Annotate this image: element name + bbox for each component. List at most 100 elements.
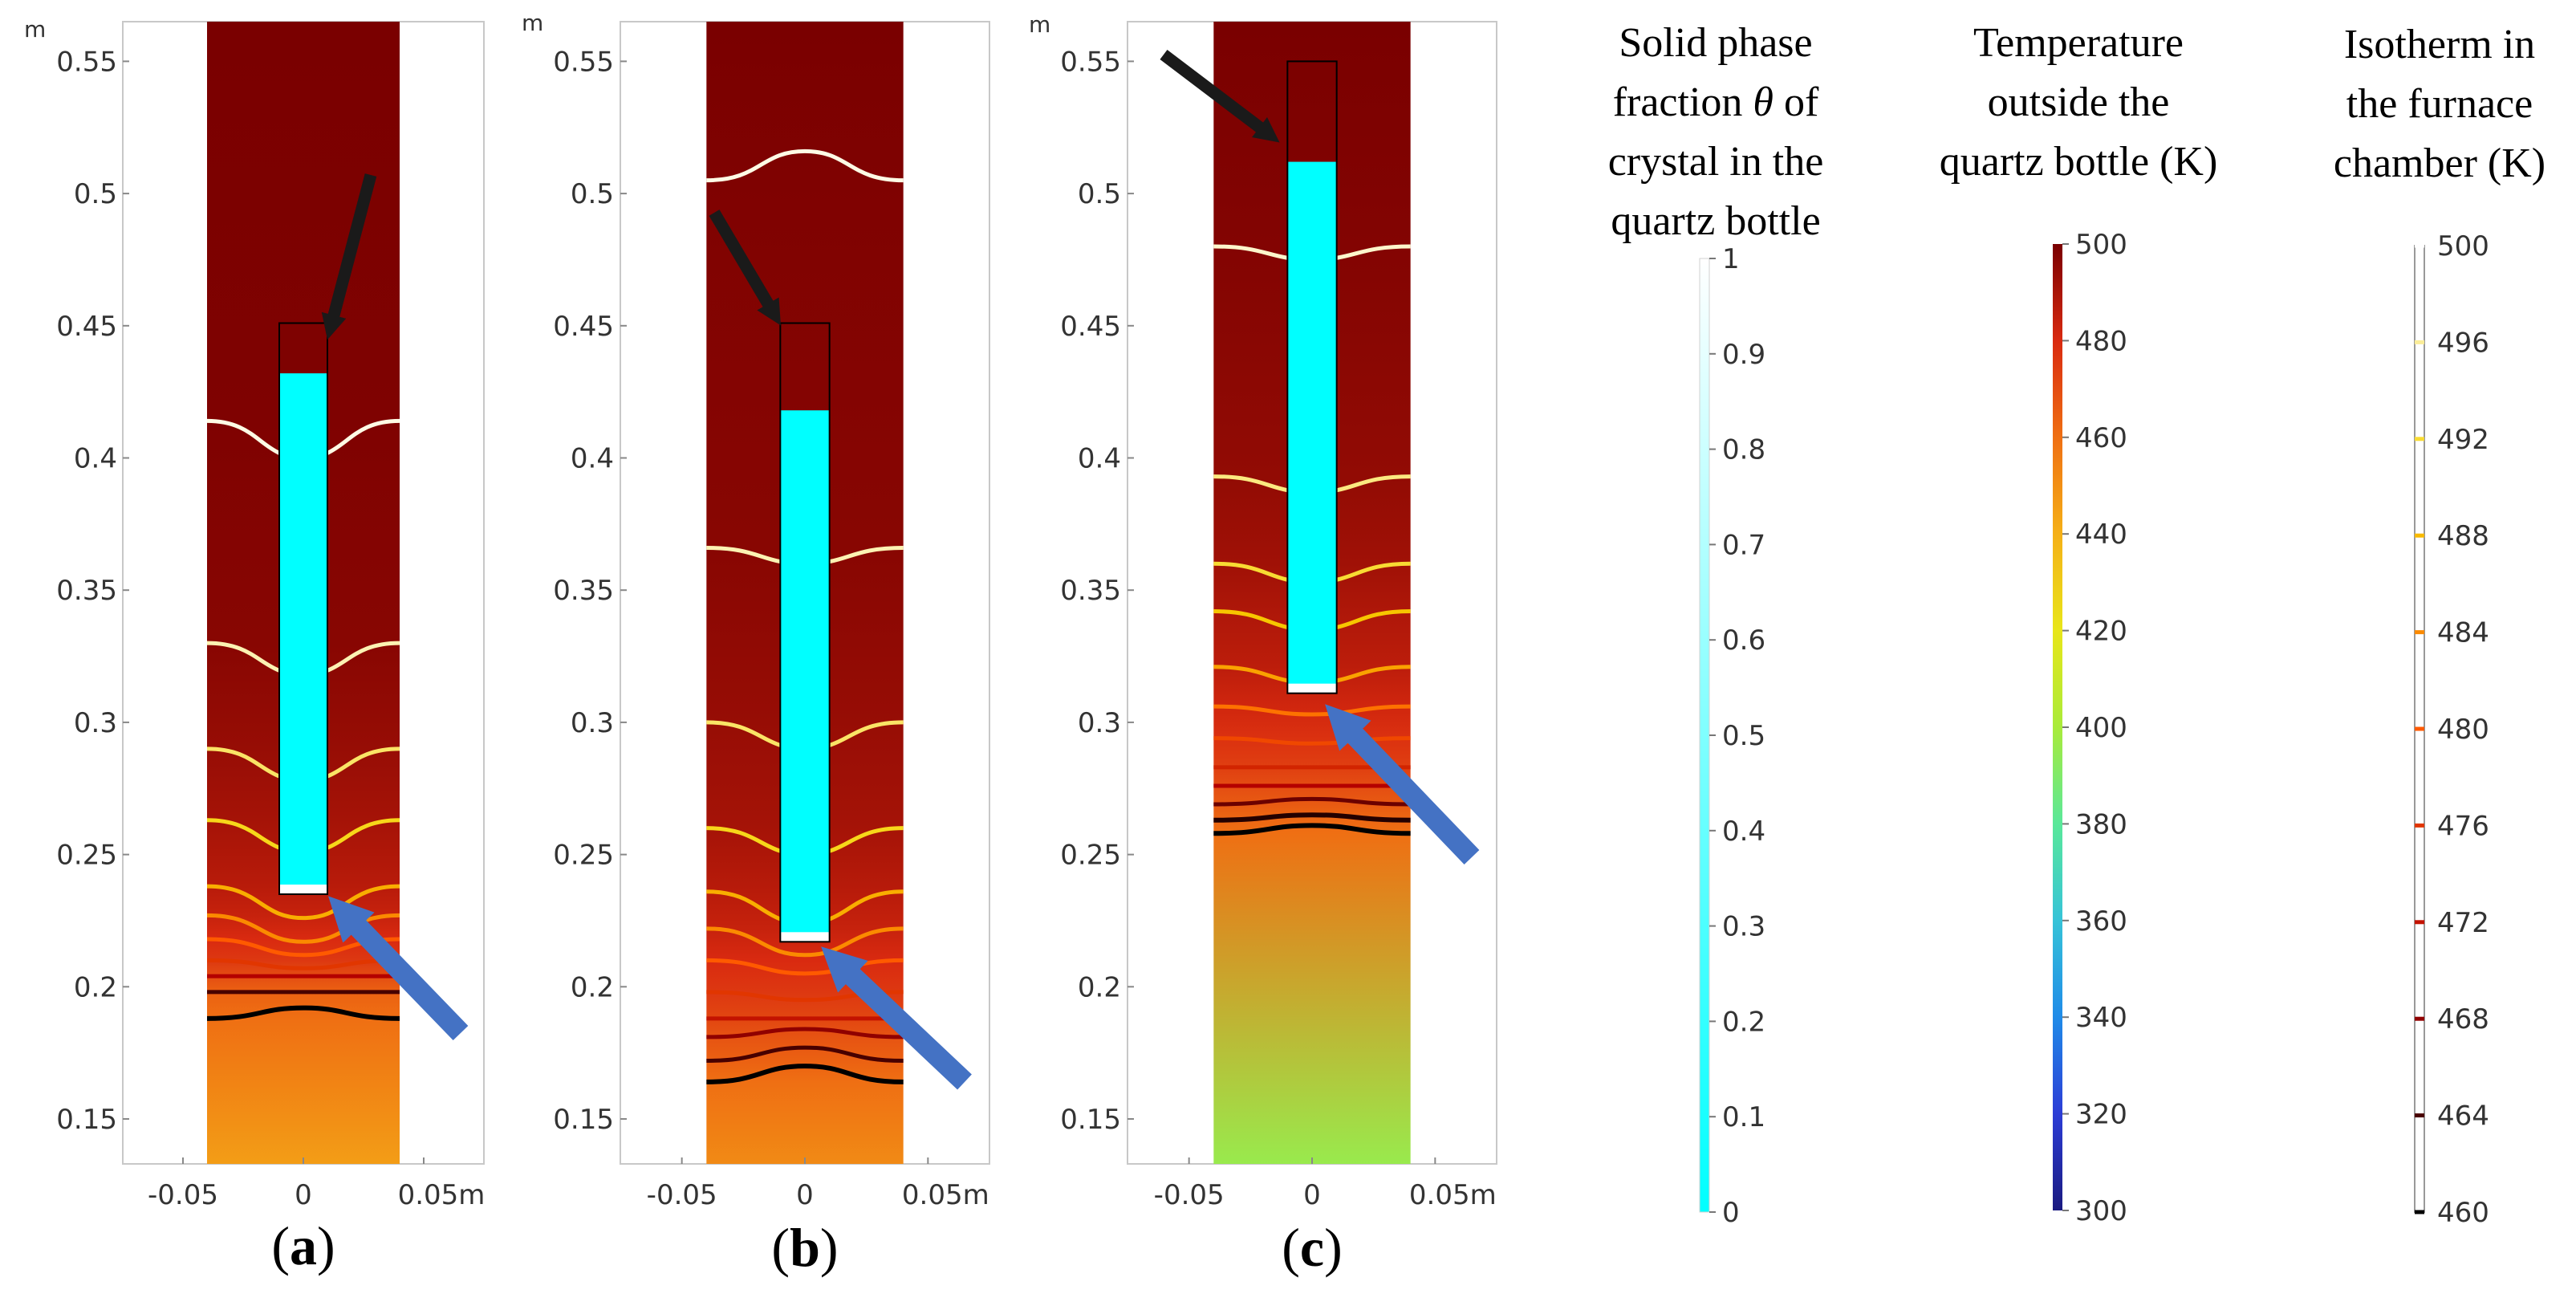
isotherm-line (206, 958, 400, 970)
bottle-top-arrow (709, 210, 782, 326)
colorbar-title-line: Temperature (1973, 20, 2184, 66)
colorbar-title-line: outside the (1988, 79, 2170, 125)
y-tick-label: 0.3 (74, 707, 117, 739)
y-tick-label: 0.3 (571, 707, 614, 739)
colorbar-tick-label: 1 (1722, 243, 1740, 275)
colorbar-tick-label: 300 (2075, 1195, 2127, 1227)
y-tick-label: 0.3 (1078, 707, 1121, 739)
isotherm-line (1213, 812, 1411, 823)
y-tick-label: 0.35 (1060, 575, 1121, 607)
colorbar-title-line: quartz bottle (K) (1940, 139, 2218, 185)
isotherm-line (206, 1005, 400, 1021)
isotherm-line (706, 148, 904, 183)
panel-label: (c) (1282, 1217, 1343, 1278)
colorbar-tick-label: 492 (2437, 424, 2489, 456)
panel-label-close: ) (317, 1215, 335, 1276)
y-tick-label: 0.35 (553, 575, 614, 607)
colorbar-title-line: chamber (K) (2334, 140, 2546, 186)
solid-liquid-interface (1287, 683, 1337, 694)
panel-label: (a) (271, 1215, 335, 1276)
y-tick-label: 0.25 (1060, 840, 1121, 872)
x-tick-label: 0.05m (902, 1179, 989, 1211)
isotherm-line (1213, 736, 1411, 746)
y-tick-label: 0.2 (74, 971, 117, 1003)
y-tick-label: 0.15 (553, 1104, 614, 1136)
y-tick-label: 0.55 (553, 46, 614, 78)
quartz-bottle (1286, 60, 1338, 694)
isotherm-line (706, 1064, 904, 1084)
crystal-region (780, 410, 830, 937)
quartz-bottle (278, 322, 328, 896)
colorbar-title-line: fraction θ of (1613, 79, 1819, 125)
y-axis-unit: m (24, 16, 46, 43)
isotherm-line (1213, 796, 1411, 807)
panel-label-open: ( (771, 1217, 790, 1278)
colorbar-tick-label: 0.5 (1722, 720, 1765, 752)
colorbar-tick-label: 500 (2437, 230, 2489, 262)
colorbar-tick-label: 460 (2437, 1197, 2489, 1229)
bottle-top-arrow (1160, 50, 1280, 143)
panel-label-close: ) (820, 1217, 839, 1278)
colorbar-title-line: crystal in the (1608, 139, 1824, 185)
colorbar-title-part: fraction (1613, 79, 1753, 125)
y-tick-label: 0.45 (553, 311, 614, 343)
y-tick-label: 0.25 (553, 840, 614, 872)
colorbar-tick-label: 0.9 (1722, 339, 1765, 371)
isotherm-line (206, 884, 400, 921)
y-tick-label: 0.15 (1060, 1104, 1121, 1136)
y-axis-unit: m (522, 10, 543, 36)
y-tick-label: 0.2 (1078, 971, 1121, 1003)
colorbar-1: Solid phase fraction θ of crystal in the qu… (1608, 20, 1824, 1229)
x-tick-label: 0.05m (1409, 1179, 1497, 1211)
colorbar-tick-label: 340 (2075, 1002, 2127, 1034)
y-tick-label: 0.5 (571, 178, 614, 210)
isotherm-line (706, 1027, 904, 1039)
x-tick-label: 0 (796, 1179, 814, 1211)
y-tick-label: 0.5 (1078, 178, 1121, 210)
panel-a: 0.15 0.2 0.25 0.3 0.35 0.4 0.45 0.5 0.55 -0.05 0 0.… (24, 16, 485, 1276)
y-tick-label: 0.55 (56, 46, 117, 78)
colorbar-tick-label: 460 (2075, 422, 2127, 454)
colorbar-tick-label: 472 (2437, 907, 2489, 939)
y-axis-unit: m (1029, 11, 1050, 38)
y-tick-label: 0.4 (571, 443, 614, 475)
interface-arrow (1325, 704, 1480, 864)
annotation-arrows (321, 50, 1480, 1090)
colorbar-title-symbol: θ (1753, 79, 1774, 125)
colorbar-tick-label: 480 (2437, 714, 2489, 746)
colorbar-tick-label: 0.7 (1722, 529, 1765, 561)
crystal-region (279, 373, 327, 889)
colorbar-tick-label: 0.3 (1722, 911, 1765, 943)
panel-b: 0.15 0.2 0.25 0.3 0.35 0.4 0.45 0.5 0.55 -0.05 0 0.… (522, 10, 990, 1278)
colorbar-tick-label: 0.6 (1722, 624, 1765, 657)
x-tick-label: -0.05 (1154, 1179, 1225, 1211)
colorbar-3: Isotherm in the furnace chamber (K) 460 464 4… (2334, 22, 2546, 1229)
colorbar-tick-label: 488 (2437, 520, 2489, 552)
panel-label-open: ( (271, 1215, 290, 1276)
colorbar-tick-label: 0.8 (1722, 434, 1765, 466)
colorbar-tick-label: 468 (2437, 1003, 2489, 1035)
y-tick-label: 0.55 (1060, 46, 1121, 78)
colorbar-tick-label: 0.1 (1722, 1101, 1765, 1133)
y-tick-label: 0.5 (74, 178, 117, 210)
y-tick-label: 0.45 (56, 311, 117, 343)
x-tick-label: 0 (295, 1179, 312, 1211)
colorbar-tick-label: 440 (2075, 519, 2127, 551)
colorbar-title-part: of (1774, 79, 1819, 125)
crystal-region (1287, 161, 1337, 689)
colorbar-tick-label: 0.2 (1722, 1006, 1765, 1038)
interface-arrow (821, 946, 972, 1090)
solid-liquid-interface (279, 885, 327, 895)
panel-label-letter: a (290, 1215, 317, 1276)
colorbar-tick-label: 464 (2437, 1100, 2489, 1133)
x-tick-label: -0.05 (148, 1179, 218, 1211)
colorbar-2: Temperature outside the quartz bottle (K) 3… (1940, 20, 2218, 1227)
quartz-bottle (779, 322, 831, 943)
x-tick-label: -0.05 (647, 1179, 717, 1211)
colorbar-title-line: quartz bottle (1611, 198, 1820, 244)
panel-label: (b) (771, 1217, 838, 1278)
panel-label-close: ) (1324, 1217, 1343, 1278)
solid-liquid-interface (780, 932, 830, 942)
colorbar-tick-label: 360 (2075, 905, 2127, 938)
